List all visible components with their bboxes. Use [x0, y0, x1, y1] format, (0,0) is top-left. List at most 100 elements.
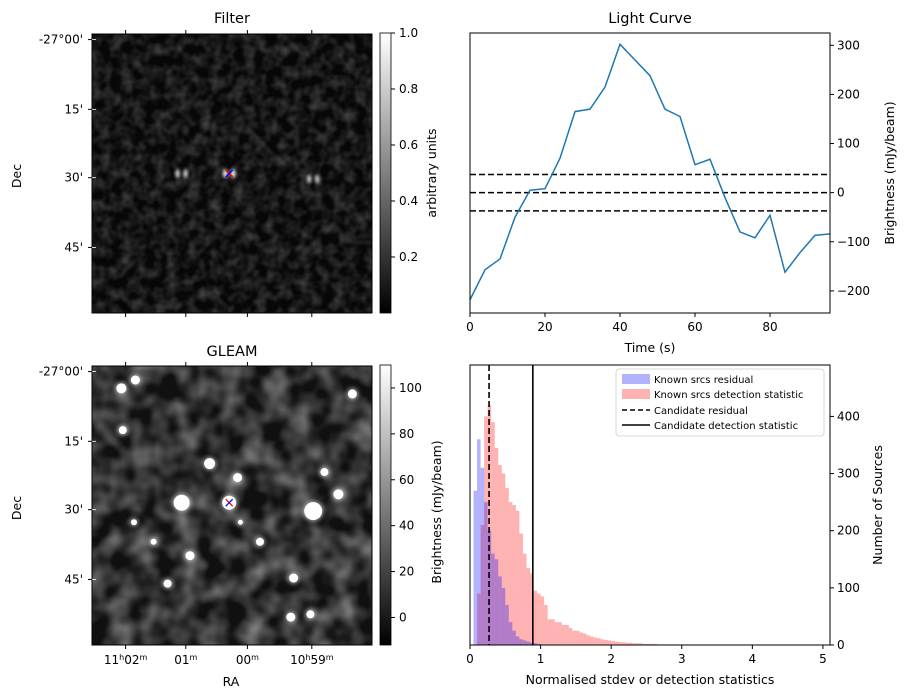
histogram-bar-detection [632, 643, 636, 645]
histogram-bar-residual [477, 439, 481, 645]
lightcurve-title: Light Curve [608, 11, 692, 27]
histogram-bar-residual [480, 467, 485, 645]
gleam-source-core [289, 573, 299, 583]
gleam-xtick-label: 11h02m [104, 653, 148, 668]
histogram-bar-detection [639, 643, 643, 645]
legend-label-candidate-residual: Candidate residual [654, 406, 748, 417]
histogram-bar-detection [586, 635, 590, 645]
lightcurve-ytick-label: 300 [837, 38, 860, 52]
histogram-xtick-label: 1 [537, 652, 545, 666]
histogram-bar-detection [526, 567, 530, 645]
filter-source [211, 121, 216, 131]
filter-ytick-label: -27°00' [39, 33, 83, 47]
histogram-bar-detection [600, 639, 605, 645]
filter-panel: Filter -27°00' 15' 30' 45' Dec 0.2 0.4 0.6 0.8… [9, 11, 439, 317]
gleam-ytick-label: 30' [64, 503, 83, 517]
gleam-source-core [233, 473, 243, 483]
gleam-source-core [131, 519, 137, 526]
histogram-ytick-label: 200 [837, 524, 860, 538]
histogram-bar-detection [508, 502, 513, 645]
histogram-bar-detection [646, 643, 650, 645]
histogram-bar-residual [515, 636, 520, 645]
legend-label-residual: Known srcs residual [654, 375, 753, 386]
histogram-bar-detection [607, 640, 612, 645]
lightcurve-ytick-label: 0 [837, 186, 845, 200]
lightcurve-ytick-label: −200 [837, 284, 870, 298]
histogram-bar-detection [477, 593, 481, 645]
histogram-bar-detection [582, 633, 587, 645]
gleam-source-core [163, 579, 172, 588]
filter-x-ticks [125, 30, 313, 317]
histogram-bar-detection [554, 622, 559, 645]
gleam-source-core [304, 502, 323, 521]
gleam-source-core [118, 426, 127, 435]
filter-colorbar [379, 32, 392, 314]
histogram-bar-detection [621, 642, 626, 645]
gleam-ylabel: Dec [9, 496, 24, 520]
histogram-bar-detection [487, 405, 492, 645]
gleam-source-core [320, 468, 329, 477]
lightcurve-xtick-label: 0 [466, 320, 474, 334]
histogram-bar-detection [547, 619, 552, 645]
filter-ytick-label: 30' [64, 171, 83, 185]
histogram-bar-detection [501, 473, 506, 645]
gleam-source-core [256, 537, 264, 546]
gleam-source-core [204, 458, 216, 470]
histogram-x-axis: 0 1 2 3 4 5 [466, 645, 827, 666]
gleam-source-core [237, 519, 243, 525]
histogram-ytick-label: 300 [837, 467, 860, 481]
gleam-ytick-label: -27°00' [39, 365, 83, 379]
gleam-x-axis: 11h02m 01m 00m 10h59m [104, 362, 334, 667]
filter-cbtick-label: 1.0 [399, 26, 418, 40]
gleam-ytick-label: 45' [64, 572, 83, 586]
gleam-source-core [185, 551, 195, 561]
lightcurve-xtick-label: 80 [762, 320, 777, 334]
histogram-bar-residual [494, 559, 499, 645]
legend-label-candidate-detection: Candidate detection statistic [654, 421, 798, 432]
histogram-bar-detection [522, 553, 527, 645]
gleam-cbtick-label: 80 [399, 427, 414, 441]
filter-ytick-label: 45' [64, 240, 83, 254]
histogram-bar-residual [491, 553, 495, 645]
gleam-xtick-label: 01m [174, 653, 197, 668]
histogram-bar-detection [515, 510, 520, 645]
histogram-frame [469, 364, 831, 646]
histogram-bar-detection [519, 533, 523, 645]
lightcurve-x-axis: 0 20 40 60 80 [466, 313, 778, 334]
gleam-cbtick-label: 60 [399, 473, 414, 487]
filter-y-axis: -27°00' 15' 30' 45' [39, 33, 96, 254]
lightcurve-xtick-label: 60 [687, 320, 702, 334]
lightcurve-ytick-label: 100 [837, 137, 860, 151]
histogram-bar-detection [558, 622, 562, 645]
filter-title: Filter [214, 11, 250, 27]
filter-source [183, 169, 188, 178]
filter-cbtick-label: 0.4 [399, 194, 418, 208]
lightcurve-threshold-lines [470, 173, 830, 212]
lightcurve-xtick-label: 40 [612, 320, 627, 334]
gleam-cbtick-label: 0 [399, 610, 407, 624]
lightcurve-y-axis: −200 −100 0 100 200 300 [830, 38, 870, 298]
gleam-candidate-marker [225, 498, 234, 507]
gleam-cbtick-label: 40 [399, 519, 414, 533]
lightcurve-ytick-label: −100 [837, 235, 870, 249]
histogram-bar-detection [604, 639, 608, 645]
histogram-bar-detection [484, 416, 488, 645]
legend-label-detection: Known srcs detection statistic [654, 390, 803, 401]
gleam-source-core [130, 375, 140, 385]
histogram-xtick-label: 3 [678, 652, 686, 666]
histogram-bar-residual [522, 640, 527, 645]
legend-box [615, 368, 825, 437]
histogram-xtick-label: 5 [819, 652, 827, 666]
histogram-bar-detection [480, 525, 485, 645]
gleam-colorbar-ticks: 0 20 40 60 80 100 [391, 381, 422, 624]
filter-candidate-marker [225, 169, 234, 178]
gleam-colorbar [379, 364, 392, 646]
histogram-bar-residual [501, 587, 506, 645]
filter-ytick-label: 15' [64, 102, 83, 116]
gleam-xtick-label: 00m [236, 653, 259, 668]
filter-marker-blue [225, 169, 234, 178]
histogram-bar-detection [505, 487, 509, 645]
histogram-bar-detection [642, 643, 647, 645]
gleam-source-core [116, 383, 127, 394]
histogram-bar-detection [614, 641, 619, 645]
